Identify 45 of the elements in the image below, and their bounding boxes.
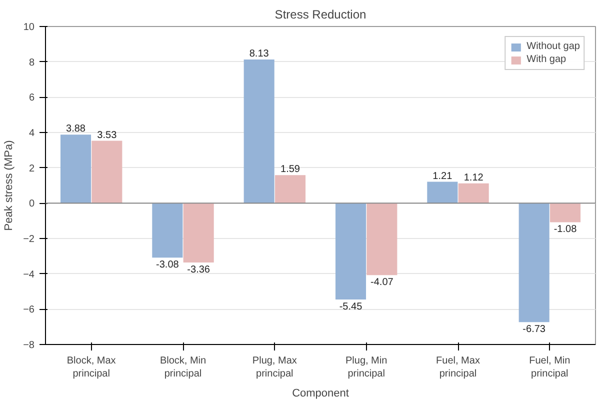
y-tick-label: −6 (23, 304, 35, 316)
bar (550, 203, 581, 222)
x-axis-title: Component (292, 388, 349, 400)
legend-label: Without gap (526, 41, 580, 52)
bar (244, 60, 274, 204)
chart-title: Stress Reduction (274, 8, 366, 22)
x-tick-label: Block, Min principal (160, 356, 206, 380)
bar (183, 203, 214, 263)
data-label: 8.13 (249, 48, 270, 60)
y-tick-label: −8 (23, 340, 35, 351)
data-label: -6.73 (522, 324, 546, 336)
bar (366, 203, 398, 276)
legend-label: With gap (526, 54, 566, 65)
x-tick-label: Fuel, Max principal (436, 356, 480, 380)
x-tick-label: Block, Max principal (66, 356, 116, 380)
bar (518, 203, 550, 322)
x-tick-label: Plug, Min principal (345, 356, 388, 380)
data-label: -3.36 (187, 264, 210, 276)
bar (60, 134, 92, 204)
data-label: 3.88 (66, 124, 86, 135)
data-label: -1.08 (554, 224, 578, 236)
bar (458, 183, 489, 204)
y-axis-title: Peak stress (MPa) (3, 140, 16, 231)
x-tick-label: Fuel, Min principal (529, 356, 570, 380)
data-label: 1.12 (464, 172, 484, 184)
bar (92, 140, 122, 204)
data-label: 1.59 (280, 164, 300, 176)
x-tick-label: Plug, Max principal (252, 356, 297, 380)
data-label: -4.07 (370, 277, 394, 288)
bar (335, 203, 366, 300)
y-tick-label: 10 (23, 22, 35, 33)
y-tick-label: 0 (28, 198, 35, 210)
y-tick-label: 6 (28, 92, 35, 104)
data-label: 1.21 (432, 170, 453, 182)
y-tick-label: −2 (23, 234, 35, 245)
data-label: -3.08 (156, 260, 180, 271)
bar (274, 175, 306, 204)
bar (152, 203, 183, 258)
data-label: 3.53 (97, 130, 118, 141)
bar (427, 182, 458, 204)
y-tick-label: 8 (28, 57, 35, 68)
y-tick-label: −4 (23, 269, 35, 280)
y-tick-label: 2 (28, 163, 35, 174)
data-label: -5.45 (339, 301, 363, 312)
y-tick-label: 4 (28, 128, 35, 139)
